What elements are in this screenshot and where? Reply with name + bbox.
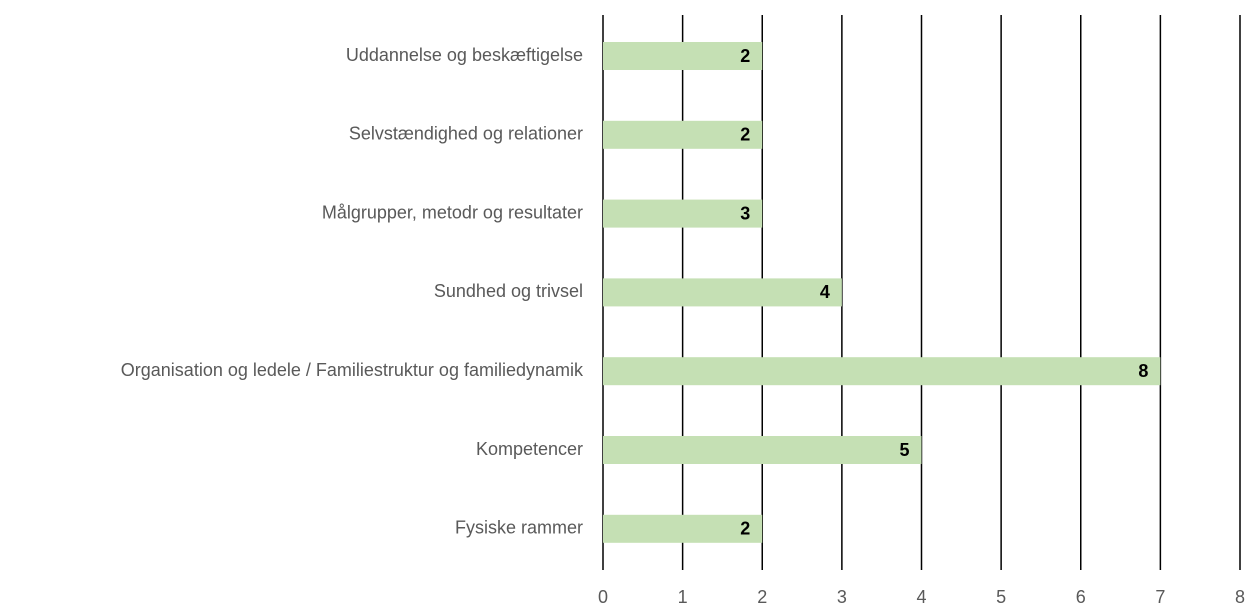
bar <box>603 42 763 70</box>
y-tick-label: Kompetencer <box>476 439 583 459</box>
bar <box>603 120 763 149</box>
x-tick-label: 6 <box>1076 587 1086 607</box>
x-tick-label: 5 <box>996 587 1006 607</box>
x-tick-label: 1 <box>678 587 688 607</box>
y-tick-label: Organisation og ledele / Familiestruktur… <box>121 360 584 380</box>
data-label: 5 <box>899 440 909 460</box>
x-tick-label: 7 <box>1155 587 1165 607</box>
y-tick-label: Målgrupper, metodr og resultater <box>322 202 583 222</box>
bar <box>603 514 763 543</box>
y-tick-label: Sundhed og trivsel <box>434 281 583 301</box>
data-label: 3 <box>740 203 750 223</box>
y-tick-label: Selvstændighed og relationer <box>349 124 583 144</box>
data-label: 2 <box>740 46 750 66</box>
data-label: 8 <box>1138 361 1148 381</box>
x-tick-label: 4 <box>916 587 926 607</box>
x-tick-label: 0 <box>598 587 608 607</box>
y-tick-label: Uddannelse og beskæftigelse <box>346 45 583 65</box>
bar <box>603 357 1161 386</box>
data-label: 4 <box>820 282 830 302</box>
data-label: 2 <box>740 125 750 145</box>
x-tick-label: 3 <box>837 587 847 607</box>
bar <box>603 199 763 228</box>
bar <box>603 278 842 307</box>
data-label: 2 <box>740 519 750 539</box>
x-tick-label: 2 <box>757 587 767 607</box>
x-tick-label: 8 <box>1235 587 1245 607</box>
bar <box>603 436 922 464</box>
y-tick-label: Fysiske rammer <box>455 518 583 538</box>
